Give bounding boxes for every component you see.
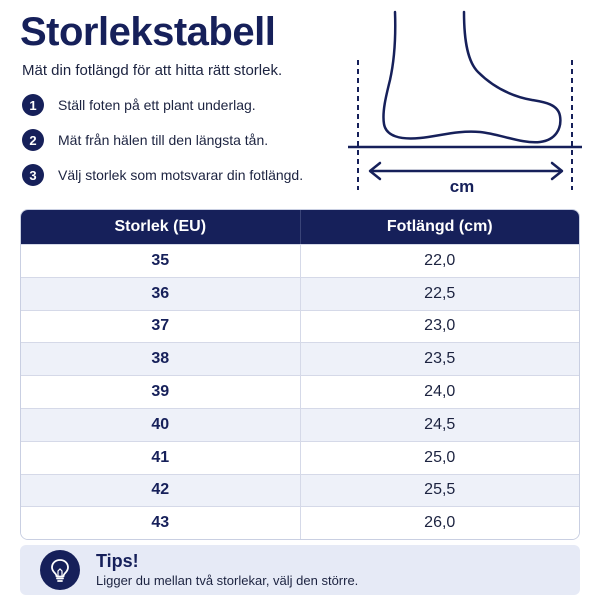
table-row: 41 25,0 — [21, 440, 580, 474]
step-number-badge: 1 — [22, 94, 44, 116]
table-row: 37 23,0 — [21, 309, 580, 343]
size-cell: 41 — [151, 448, 170, 466]
table-body: 35 22,0 36 22,5 37 23,0 38 23,5 39 24,0 … — [21, 244, 580, 540]
tips-title: Tips! — [96, 551, 139, 571]
length-cell: 25,0 — [299, 441, 580, 474]
tips-box: Tips! Ligger du mellan två storlekar, vä… — [20, 545, 580, 595]
tips-text: Ligger du mellan två storlekar, välj den… — [96, 573, 359, 588]
length-cell: 26,0 — [299, 507, 580, 540]
size-cell: 40 — [151, 415, 170, 433]
step-text: Välj storlek som motsvarar din fotlängd. — [58, 167, 304, 183]
size-cell: 37 — [151, 317, 170, 335]
length-cell: 23,5 — [299, 343, 580, 376]
step-item: 1 Ställ foten på ett plant underlag. — [22, 92, 352, 118]
table-row: 36 22,5 — [21, 276, 580, 310]
step-text: Mät från hälen till den längsta tån. — [58, 132, 269, 148]
table-row: 42 25,5 — [21, 473, 580, 507]
step-item: 2 Mät från hälen till den längsta tån. — [22, 127, 352, 153]
length-cell: 22,5 — [299, 277, 580, 310]
size-cell: 43 — [151, 514, 170, 532]
size-cell: 42 — [151, 481, 170, 499]
length-cell: 24,0 — [299, 376, 580, 408]
table-row: 40 24,5 — [21, 407, 580, 441]
lightbulb-icon — [40, 550, 80, 590]
length-cell: 23,0 — [299, 310, 580, 343]
instruction-steps: 1 Ställ foten på ett plant underlag. 2 M… — [22, 92, 352, 197]
size-cell: 39 — [151, 383, 170, 401]
page-title: Storlekstabell — [20, 10, 276, 54]
step-number-badge: 2 — [22, 129, 44, 151]
length-cell: 22,0 — [299, 245, 580, 277]
table-row: 35 22,0 — [21, 244, 579, 277]
foot-outline-icon — [382, 10, 562, 144]
size-cell: 35 — [151, 251, 170, 269]
size-cell: 36 — [151, 284, 170, 302]
arrow-left-icon — [368, 161, 382, 181]
step-text: Ställ foten på ett plant underlag. — [58, 97, 256, 113]
foot-measurement-diagram: cm — [348, 10, 582, 196]
table-row: 38 23,5 — [21, 342, 580, 376]
length-cell: 25,5 — [299, 474, 580, 507]
page-subtitle: Mät din fotlängd för att hitta rätt stor… — [22, 62, 283, 79]
size-cell: 38 — [151, 350, 170, 368]
column-header-size: Storlek (EU) — [114, 218, 207, 235]
table-row: 43 26,0 — [21, 506, 580, 540]
unit-label: cm — [450, 177, 475, 196]
column-header-length: Fotlängd (cm) — [299, 210, 580, 244]
step-item: 3 Välj storlek som motsvarar din fotläng… — [22, 162, 352, 188]
arrow-right-icon — [550, 161, 564, 181]
step-number-badge: 3 — [22, 164, 44, 186]
size-table: Storlek (EU) Fotlängd (cm) 35 22,0 36 22… — [20, 209, 580, 541]
length-cell: 24,5 — [299, 408, 580, 441]
table-header: Storlek (EU) Fotlängd (cm) — [21, 210, 579, 244]
table-row: 39 24,0 — [21, 375, 579, 408]
